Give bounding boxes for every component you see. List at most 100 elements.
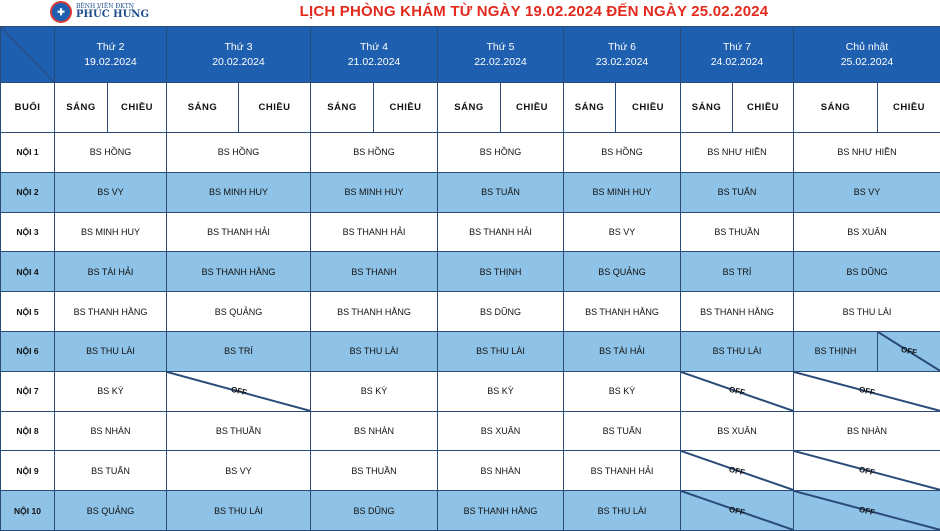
doctor-cell: BS THUẦN <box>167 411 311 451</box>
doctor-cell: BS HỒNG <box>55 133 167 173</box>
doctor-cell: BS MINH HUY <box>55 212 167 252</box>
doctor-cell: BS TUẤN <box>681 172 794 212</box>
doctor-cell: BS THU LÀI <box>167 491 311 531</box>
corner-cell <box>1 27 55 83</box>
off-cell: OFF <box>794 491 940 531</box>
doctor-cell: BS TÀI HẢI <box>55 252 167 292</box>
day-name: Thứ 2 <box>55 40 166 55</box>
off-cell: OFF <box>681 371 794 411</box>
doctor-cell: BS HỒNG <box>311 133 438 173</box>
off-cell: OFF <box>794 451 940 491</box>
doctor-cell: BS KỲ <box>55 371 167 411</box>
doctor-cell: BS MINH HUY <box>564 172 681 212</box>
shift-afternoon: CHIỀU <box>878 83 940 133</box>
doctor-cell: BS XUÂN <box>438 411 564 451</box>
room-label: NỘI 6 <box>1 331 55 371</box>
off-cell: OFF <box>878 331 940 371</box>
day-date: 25.02.2024 <box>794 55 940 70</box>
doctor-cell: BS KỲ <box>564 371 681 411</box>
shift-morning: SÁNG <box>438 83 501 133</box>
shift-afternoon: CHIỀU <box>108 83 167 133</box>
doctor-cell: BS DŨNG <box>438 292 564 332</box>
doctor-cell: BS THANH HẢI <box>311 212 438 252</box>
doctor-cell: BS TRÍ <box>681 252 794 292</box>
shift-morning: SÁNG <box>681 83 733 133</box>
day-name: Thứ 7 <box>681 40 793 55</box>
shift-afternoon: CHIỀU <box>616 83 681 133</box>
doctor-cell: BS THỊNH <box>438 252 564 292</box>
doctor-cell: BS THU LÀI <box>311 331 438 371</box>
doctor-cell: BS VY <box>167 451 311 491</box>
room-label: NỘI 4 <box>1 252 55 292</box>
doctor-cell: BS NHƯ HIỀN <box>794 133 940 173</box>
doctor-cell: BS THUẦN <box>681 212 794 252</box>
day-name: Thứ 4 <box>311 40 437 55</box>
day-name: Thứ 5 <box>438 40 563 55</box>
doctor-cell: BS NHÀN <box>311 411 438 451</box>
doctor-cell: BS KỲ <box>311 371 438 411</box>
room-label: NỘI 2 <box>1 172 55 212</box>
day-date: 24.02.2024 <box>681 55 793 70</box>
shift-column-label: BUỔI <box>1 83 55 133</box>
doctor-cell: BS NHƯ HIỀN <box>681 133 794 173</box>
doctor-cell: BS KỲ <box>438 371 564 411</box>
doctor-cell: BS XUÂN <box>681 411 794 451</box>
doctor-cell: BS THANH HẢI <box>438 212 564 252</box>
doctor-cell: BS THANH <box>311 252 438 292</box>
day-date: 22.02.2024 <box>438 55 563 70</box>
doctor-cell: BS THANH HẰNG <box>55 292 167 332</box>
room-label: NỘI 10 <box>1 491 55 531</box>
day-date: 19.02.2024 <box>55 55 166 70</box>
doctor-cell: BS TUẤN <box>438 172 564 212</box>
doctor-cell: BS THU LÀI <box>55 331 167 371</box>
doctor-cell: BS THANH HẰNG <box>438 491 564 531</box>
doctor-cell: BS THANH HẰNG <box>311 292 438 332</box>
doctor-cell: BS VY <box>564 212 681 252</box>
shift-morning: SÁNG <box>564 83 616 133</box>
doctor-cell: BS QUẢNG <box>55 491 167 531</box>
off-cell: OFF <box>794 371 940 411</box>
doctor-cell: BS THANH HẢI <box>167 212 311 252</box>
doctor-cell: BS VY <box>55 172 167 212</box>
doctor-cell: BS THU LÀI <box>564 491 681 531</box>
room-label: NỘI 7 <box>1 371 55 411</box>
day-date: 23.02.2024 <box>564 55 680 70</box>
doctor-cell: BS MINH HUY <box>167 172 311 212</box>
doctor-cell: BS VY <box>794 172 940 212</box>
doctor-cell: BS HỒNG <box>438 133 564 173</box>
doctor-cell: BS TÀI HẢI <box>564 331 681 371</box>
doctor-cell: BS THANH HẰNG <box>681 292 794 332</box>
doctor-cell: BS TRÍ <box>167 331 311 371</box>
doctor-cell: BS MINH HUY <box>311 172 438 212</box>
doctor-cell: BS TUẤN <box>55 451 167 491</box>
shift-afternoon: CHIỀU <box>733 83 794 133</box>
doctor-cell: BS HỒNG <box>564 133 681 173</box>
room-label: NỘI 9 <box>1 451 55 491</box>
day-date: 20.02.2024 <box>167 55 310 70</box>
doctor-cell: BS NHÀN <box>438 451 564 491</box>
shift-afternoon: CHIỀU <box>374 83 438 133</box>
off-cell: OFF <box>681 451 794 491</box>
shift-morning: SÁNG <box>794 83 878 133</box>
room-label: NỘI 8 <box>1 411 55 451</box>
day-name: Chủ nhật <box>794 40 940 55</box>
doctor-cell: BS THANH HẢI <box>564 451 681 491</box>
page-title: LỊCH PHÒNG KHÁM TỪ NGÀY 19.02.2024 ĐẾN N… <box>0 3 940 20</box>
doctor-cell: BS DŨNG <box>311 491 438 531</box>
